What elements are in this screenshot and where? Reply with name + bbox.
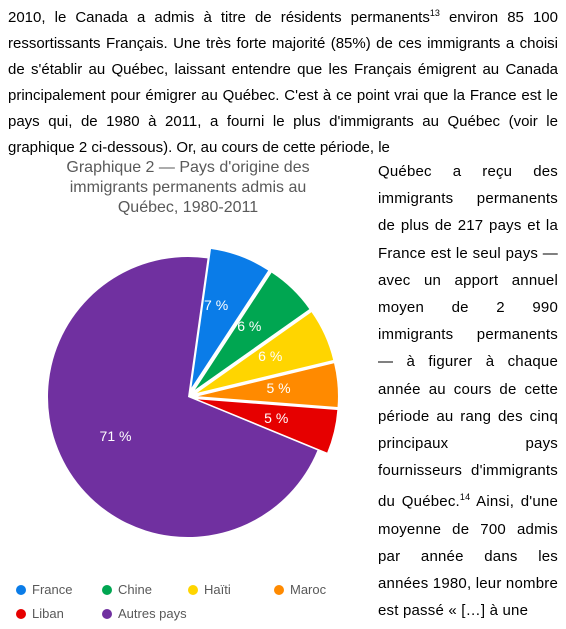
- legend-row-2: Liban Autres pays: [16, 604, 376, 624]
- legend-item-maroc: Maroc: [274, 580, 338, 600]
- legend-dot-icon: [102, 609, 112, 619]
- legend-dot-icon: [188, 585, 198, 595]
- chart-title-l3: Québec, 1980-2011: [118, 199, 258, 216]
- right-text-2: Ainsi, d'une moyenne de 700 admis par an…: [378, 493, 558, 619]
- legend-label: Autres pays: [118, 604, 187, 624]
- legend-item-liban: Liban: [16, 604, 80, 624]
- pie-label-maroc: 5 %: [266, 380, 290, 396]
- top-paragraph: 2010, le Canada a admis à titre de résid…: [8, 0, 558, 161]
- legend-item-haïti: Haïti: [188, 580, 252, 600]
- pie-label-autres-pays: 71 %: [100, 428, 132, 444]
- chart-title: Graphique 2 — Pays d'origine des immigra…: [8, 158, 368, 218]
- legend-dot-icon: [274, 585, 284, 595]
- legend-item-autres-pays: Autres pays: [102, 604, 187, 624]
- chart-title-l2: immigrants permanents admis au: [70, 179, 307, 196]
- top-l2: ressortissants Français. Une très forte …: [8, 35, 514, 52]
- right-text-1: Québec a reçu des immigrants permanents …: [378, 163, 558, 510]
- pie-label-haïti: 6 %: [258, 348, 282, 364]
- pie-label-france: 7 %: [204, 297, 228, 313]
- legend-dot-icon: [16, 585, 26, 595]
- legend-item-france: France: [16, 580, 80, 600]
- legend-label: France: [32, 580, 72, 600]
- legend-dot-icon: [102, 585, 112, 595]
- chart-title-l1: Graphique 2 — Pays d'origine des: [66, 159, 309, 176]
- right-column-text: Québec a reçu des immigrants permanents …: [378, 158, 558, 624]
- legend-label: Maroc: [290, 580, 326, 600]
- chart-legend: France Chine Haïti Maroc Liban Autres pays: [16, 580, 376, 624]
- legend-label: Chine: [118, 580, 152, 600]
- legend-row-1: France Chine Haïti Maroc: [16, 580, 376, 600]
- legend-label: Haïti: [204, 580, 231, 600]
- legend-dot-icon: [16, 609, 26, 619]
- pie-label-chine: 6 %: [237, 318, 261, 334]
- pie-label-liban: 5 %: [264, 410, 288, 426]
- footnote-13: 13: [430, 8, 440, 18]
- page: 2010, le Canada a admis à titre de résid…: [0, 0, 566, 629]
- footnote-14: 14: [460, 492, 470, 502]
- pie-chart: 7 % 6 % 6 % 5 % 5 % 71 %: [23, 226, 353, 556]
- top-l1b: environ 85 100: [440, 9, 558, 26]
- legend-label: Liban: [32, 604, 64, 624]
- top-l1: 2010, le Canada a admis à titre de résid…: [8, 9, 430, 26]
- legend-item-chine: Chine: [102, 580, 166, 600]
- chart-block: Graphique 2 — Pays d'origine des immigra…: [8, 158, 368, 628]
